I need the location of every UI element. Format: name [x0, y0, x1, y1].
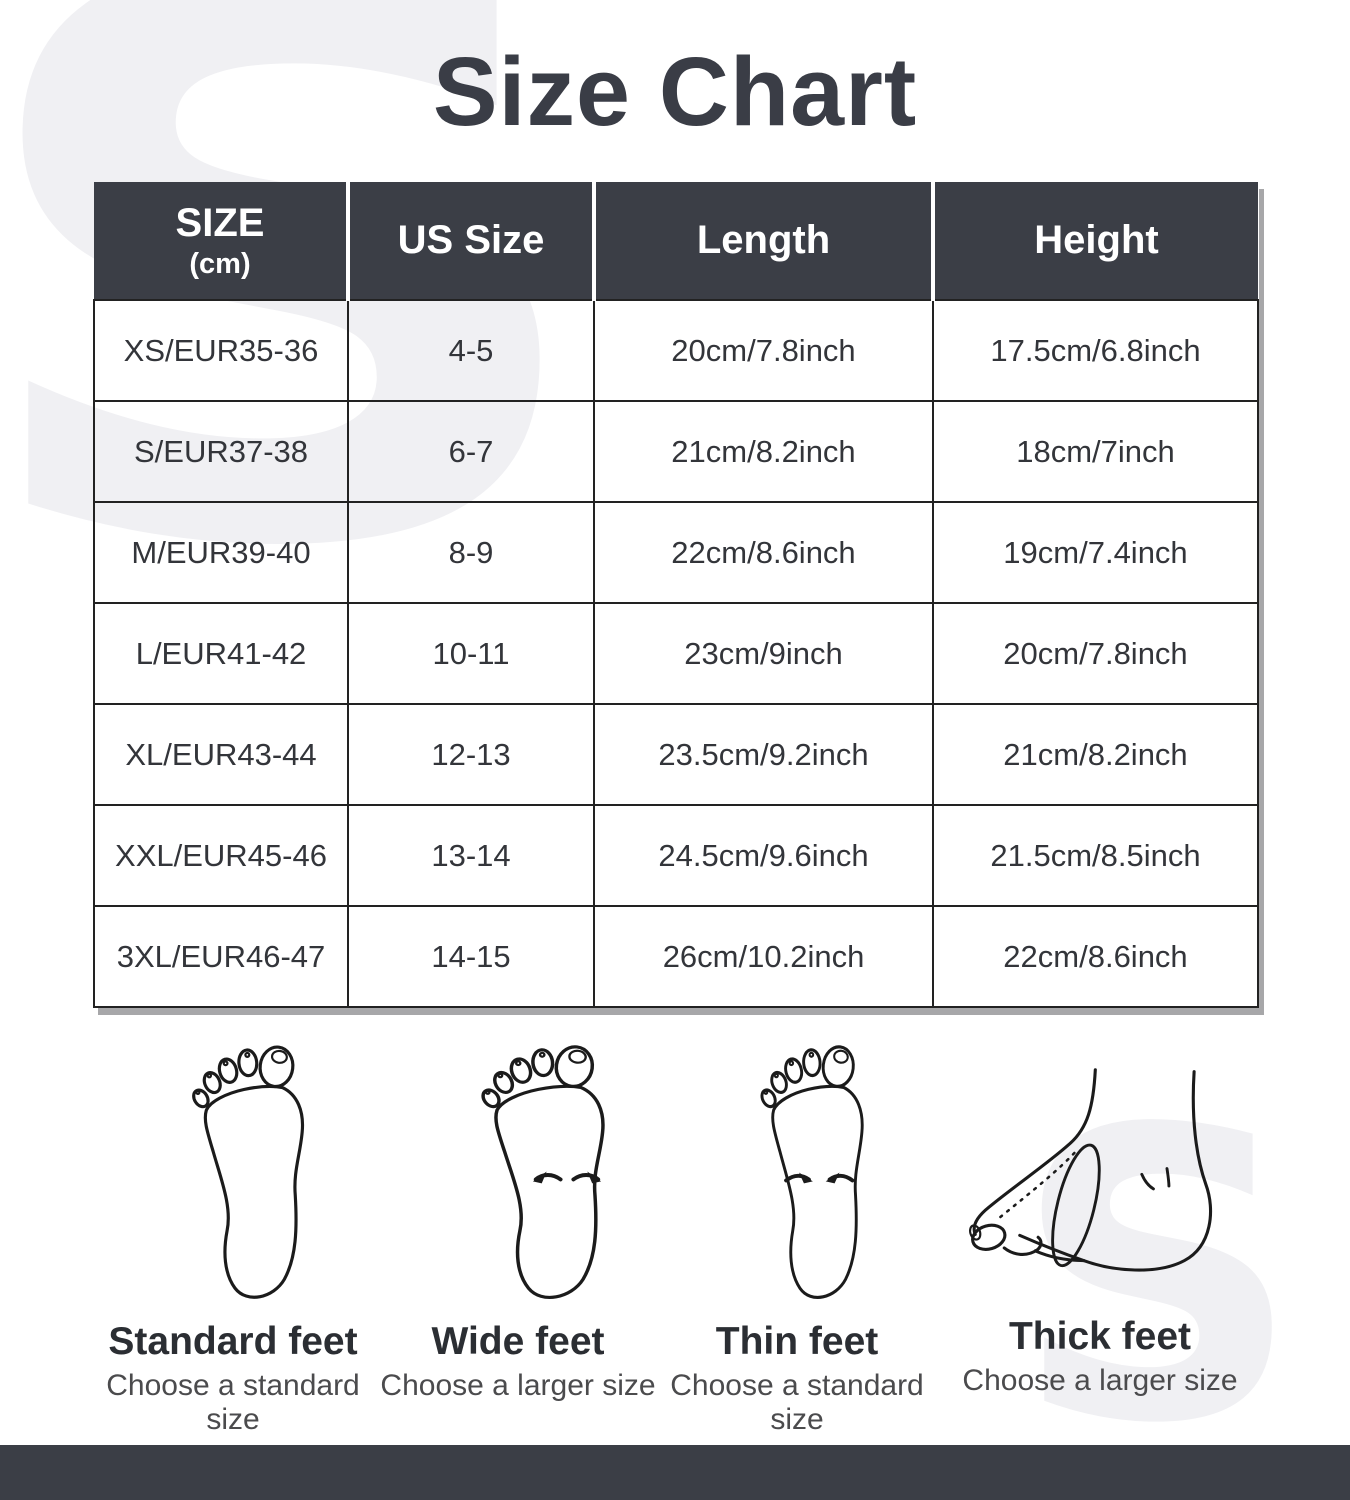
cell-height: 21cm/8.2inch	[932, 703, 1259, 806]
cell-length: 26cm/10.2inch	[593, 905, 934, 1008]
size-table: SIZE (cm) US Size Length Height XS/EUR35…	[93, 182, 1259, 1008]
cell-length: 24.5cm/9.6inch	[593, 804, 934, 907]
cell-us-size: 10-11	[347, 602, 595, 705]
foot-figure-thin: Thin feet Choose a standard size	[647, 1032, 947, 1437]
cell-us-size: 14-15	[347, 905, 595, 1008]
foot-label: Thin feet	[715, 1320, 879, 1363]
cell-height: 20cm/7.8inch	[932, 602, 1259, 705]
header-height: Height	[933, 182, 1258, 300]
foot-advice: Choose a standard size	[106, 1369, 360, 1436]
table-row: M/EUR39-40 8-9 22cm/8.6inch 19cm/7.4inch	[93, 501, 1259, 604]
wide-foot-icon	[481, 1045, 605, 1299]
cell-size: M/EUR39-40	[93, 501, 349, 604]
header-size-sub: (cm)	[189, 247, 251, 280]
cell-us-size: 13-14	[347, 804, 595, 907]
foot-advice: Choose a larger size	[380, 1369, 656, 1402]
table-row: 3XL/EUR46-47 14-15 26cm/10.2inch 22cm/8.…	[93, 905, 1259, 1008]
cell-height: 17.5cm/6.8inch	[932, 299, 1259, 402]
cell-length: 23cm/9inch	[593, 602, 934, 705]
cell-length: 22cm/8.6inch	[593, 501, 934, 604]
cell-us-size: 12-13	[347, 703, 595, 806]
cell-height: 18cm/7inch	[932, 400, 1259, 503]
foot-advice: Choose a standard size	[670, 1369, 924, 1436]
header-us-size: US Size	[348, 182, 596, 300]
foot-advice: Choose a larger size	[962, 1364, 1238, 1397]
cell-size: XS/EUR35-36	[93, 299, 349, 402]
cell-height: 19cm/7.4inch	[932, 501, 1259, 604]
cell-height: 21.5cm/8.5inch	[932, 804, 1259, 907]
cell-size: XL/EUR43-44	[93, 703, 349, 806]
thin-foot-icon	[760, 1045, 864, 1299]
foot-figure-wide: Wide feet Choose a larger size	[368, 1032, 668, 1403]
cell-height: 22cm/8.6inch	[932, 905, 1259, 1008]
cell-size: S/EUR37-38	[93, 400, 349, 503]
page-title: Size Chart	[432, 37, 918, 146]
foot-label: Wide feet	[431, 1320, 605, 1363]
table-row: XS/EUR35-36 4-5 20cm/7.8inch 17.5cm/6.8i…	[93, 299, 1259, 402]
cell-length: 23.5cm/9.2inch	[593, 703, 934, 806]
table-row: S/EUR37-38 6-7 21cm/8.2inch 18cm/7inch	[93, 400, 1259, 503]
foot-label: Thick feet	[1008, 1315, 1192, 1358]
table-row: XXL/EUR45-46 13-14 24.5cm/9.6inch 21.5cm…	[93, 804, 1259, 907]
cell-us-size: 6-7	[347, 400, 595, 503]
foot-figure-standard: Standard feet Choose a standard size	[83, 1032, 383, 1437]
table-header-row: SIZE (cm) US Size Length Height	[94, 182, 1258, 300]
cell-size: 3XL/EUR46-47	[93, 905, 349, 1008]
cell-length: 21cm/8.2inch	[593, 400, 934, 503]
cell-us-size: 4-5	[347, 299, 595, 402]
foot-figure-thick: Thick feet Choose a larger size	[950, 1032, 1250, 1398]
header-length: Length	[594, 182, 935, 300]
table-row: XL/EUR43-44 12-13 23.5cm/9.2inch 21cm/8.…	[93, 703, 1259, 806]
cell-us-size: 8-9	[347, 501, 595, 604]
cell-size: L/EUR41-42	[93, 602, 349, 705]
header-size-main: SIZE	[175, 200, 265, 245]
standard-foot-icon	[192, 1045, 305, 1299]
bottom-bar	[0, 1445, 1350, 1500]
table-row: L/EUR41-42 10-11 23cm/9inch 20cm/7.8inch	[93, 602, 1259, 705]
header-size: SIZE (cm)	[94, 182, 350, 300]
foot-label: Standard feet	[108, 1320, 358, 1363]
cell-size: XXL/EUR45-46	[93, 804, 349, 907]
cell-length: 20cm/7.8inch	[593, 299, 934, 402]
watermark-letter-bottom-right: S	[1013, 1046, 1302, 1500]
thick-foot-icon	[969, 1068, 1213, 1272]
